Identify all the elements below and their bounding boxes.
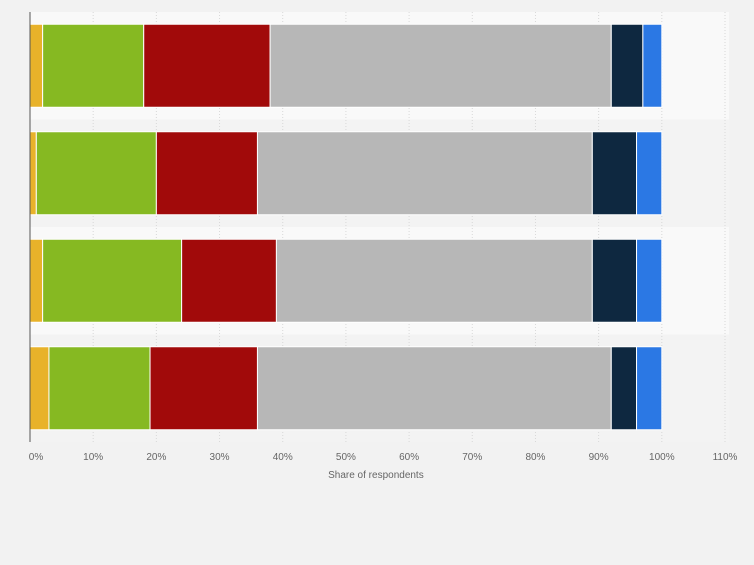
bar-segment[interactable] <box>42 23 145 108</box>
bars <box>29 23 663 431</box>
x-tick-label: 30% <box>210 452 230 463</box>
bar-segment[interactable] <box>591 238 638 323</box>
x-tick-label: 110% <box>713 452 738 463</box>
bar-segment[interactable] <box>275 238 593 323</box>
bar-segment[interactable] <box>42 238 183 323</box>
bar-segment[interactable] <box>29 23 44 108</box>
bar-segment[interactable] <box>48 346 151 431</box>
x-axis-label: Share of respondents <box>328 470 424 481</box>
bar-segment[interactable] <box>29 238 44 323</box>
x-tick-label: 100% <box>649 452 675 463</box>
x-tick-label: 10% <box>83 452 103 463</box>
x-tick-label: 60% <box>399 452 419 463</box>
x-tick-label: 80% <box>525 452 545 463</box>
x-tick-labels: 0% 10% 20% 30% 40% 50% 60% 70% 80% 90% 100% 110% <box>29 452 738 463</box>
x-tick-label: 40% <box>273 452 293 463</box>
x-tick-label: 90% <box>589 452 609 463</box>
bar-segment[interactable] <box>636 238 663 323</box>
bar-segment[interactable] <box>181 238 277 323</box>
bar-segment[interactable] <box>636 346 663 431</box>
bar-segment[interactable] <box>610 346 638 431</box>
x-tick-label: 50% <box>336 452 356 463</box>
bar-segment[interactable] <box>610 23 644 108</box>
bar-segment[interactable] <box>269 23 612 108</box>
bar-segment[interactable] <box>29 131 37 216</box>
bar-segment[interactable] <box>591 131 638 216</box>
bar-segment[interactable] <box>29 346 50 431</box>
x-tick-label: 70% <box>462 452 482 463</box>
bar-segment[interactable] <box>642 23 663 108</box>
x-tick-label: 20% <box>146 452 166 463</box>
bar-segment[interactable] <box>155 131 258 216</box>
bar-segment[interactable] <box>256 346 612 431</box>
bar-segment[interactable] <box>35 131 157 216</box>
x-tick-label: 0% <box>29 452 44 463</box>
bar-segment[interactable] <box>636 131 663 216</box>
bar-segment[interactable] <box>149 346 258 431</box>
bar-segment[interactable] <box>143 23 271 108</box>
bar-segment[interactable] <box>256 131 593 216</box>
